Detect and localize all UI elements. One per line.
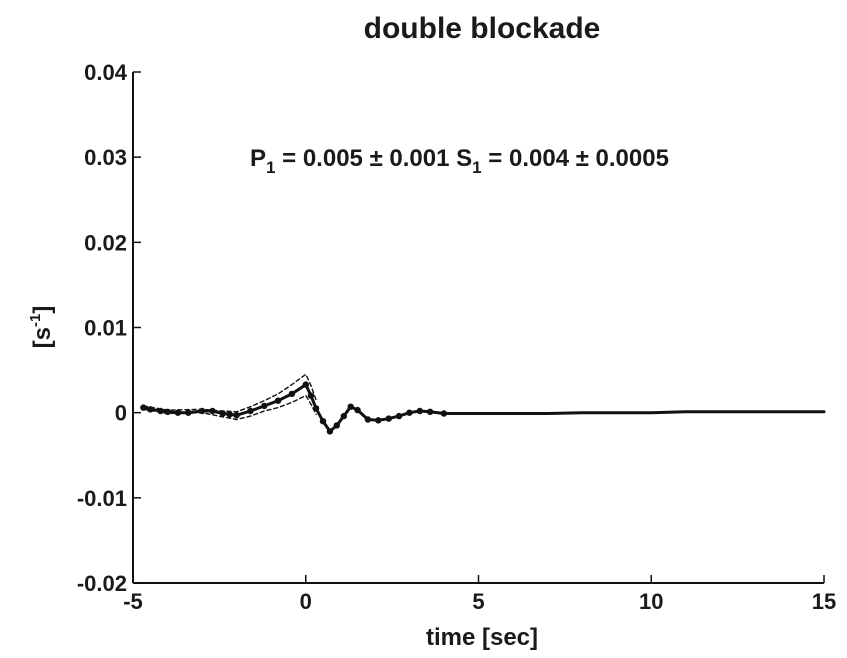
y-tick-label: 0 — [115, 401, 127, 426]
x-tick-label: 0 — [300, 589, 312, 614]
y-axis-label: [s-1] — [27, 306, 56, 349]
annotation-s-value: = 0.004 ± 0.0005 — [482, 145, 669, 172]
y-axis-label-close: ] — [29, 306, 56, 314]
annotation-s-subscript: 1 — [472, 158, 481, 177]
data-point — [247, 407, 254, 415]
data-point — [319, 418, 327, 425]
data-point — [261, 402, 268, 410]
estimate-line — [141, 383, 826, 433]
data-point — [274, 397, 282, 404]
svg-text:P1 = 0.005 ± 0.001 S1 = 0.004: P1 = 0.005 ± 0.001 S1 = 0.004 ± 0.0005 — [250, 145, 669, 177]
annotation-p-symbol: P — [250, 145, 266, 172]
axes — [132, 72, 824, 584]
annotation-s-symbol: S — [456, 145, 472, 172]
x-axis-label: time [sec] — [426, 624, 538, 651]
annotation-p-subscript: 1 — [266, 158, 275, 177]
data-point — [395, 412, 403, 420]
data-point — [333, 422, 340, 429]
y-tick-label: 0.01 — [84, 316, 127, 341]
data-point — [340, 412, 347, 420]
data-point — [364, 416, 372, 423]
annotation-p-value: = 0.005 ± 0.001 — [275, 145, 456, 172]
data-point — [375, 417, 382, 424]
fit-annotation: P1 = 0.005 ± 0.001 S1 = 0.004 ± 0.0005 — [250, 145, 669, 177]
data-point — [326, 428, 334, 435]
data-point — [233, 412, 240, 419]
ticks: -0.02 -0.01 0 0.01 0.02 0.03 0.04 -5 0 5 10 15 — [77, 60, 836, 614]
data-point — [385, 415, 392, 422]
data-point — [302, 381, 309, 388]
x-tick-label: 10 — [639, 589, 663, 614]
y-tick-label: -0.01 — [77, 486, 127, 511]
data-point — [440, 410, 448, 417]
data-point — [416, 407, 423, 415]
x-tick-label: -5 — [123, 589, 143, 614]
y-axis-label-superscript: -1 — [27, 314, 44, 327]
data-point — [426, 408, 434, 415]
data-point — [406, 409, 413, 416]
data-point — [288, 390, 296, 398]
data-point — [219, 410, 226, 417]
y-tick-label: 0.02 — [84, 230, 127, 255]
svg-text:[s-1]: [s-1] — [27, 306, 56, 349]
y-tick-label: 0.04 — [84, 60, 128, 85]
data-point — [307, 392, 315, 399]
confidence-bound-line — [142, 373, 317, 413]
y-tick-label: 0.03 — [84, 145, 127, 170]
x-tick-label: 5 — [472, 589, 484, 614]
series-lines — [140, 373, 826, 435]
y-tick-label: -0.02 — [77, 571, 127, 596]
y-axis-label-main: [s — [29, 327, 56, 348]
data-point — [209, 407, 216, 415]
data-point — [347, 403, 354, 410]
data-point — [226, 411, 233, 418]
confidence-bound-line — [142, 394, 317, 421]
data-point — [354, 406, 361, 414]
chart-title: double blockade — [364, 12, 601, 45]
x-tick-label: 15 — [812, 589, 836, 614]
